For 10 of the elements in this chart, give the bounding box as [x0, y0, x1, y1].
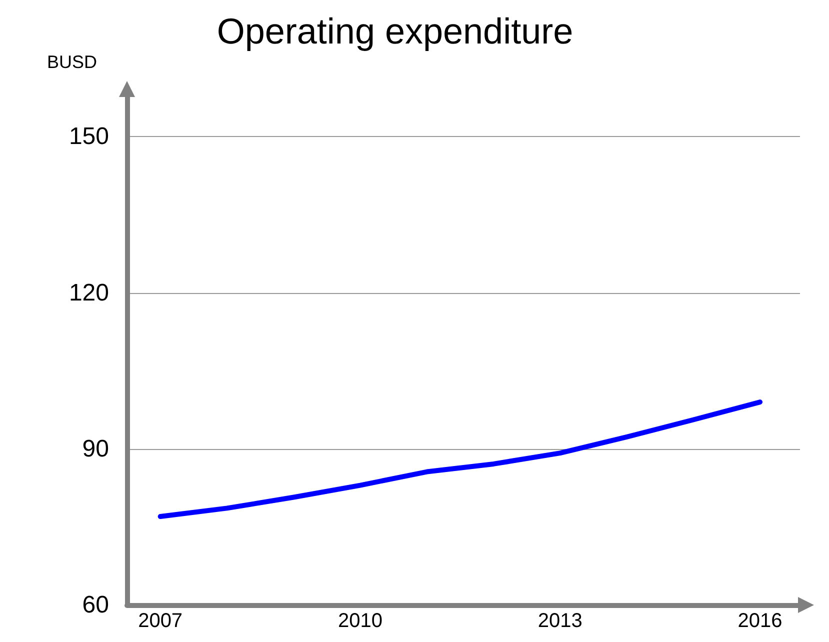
y-tick-label: 120: [68, 279, 109, 306]
x-tick-label: 2013: [538, 610, 582, 632]
x-tick-label: 2007: [138, 610, 183, 632]
y-tick-label: 150: [68, 123, 109, 150]
y-tick-label: 90: [82, 435, 109, 462]
y-axis-title: BUSD: [46, 52, 97, 72]
x-tick-label: 2010: [338, 610, 382, 632]
x-tick-label: 2016: [738, 610, 782, 632]
chart-title: Operating expenditure: [216, 10, 574, 52]
y-tick-label: 60: [82, 592, 109, 618]
